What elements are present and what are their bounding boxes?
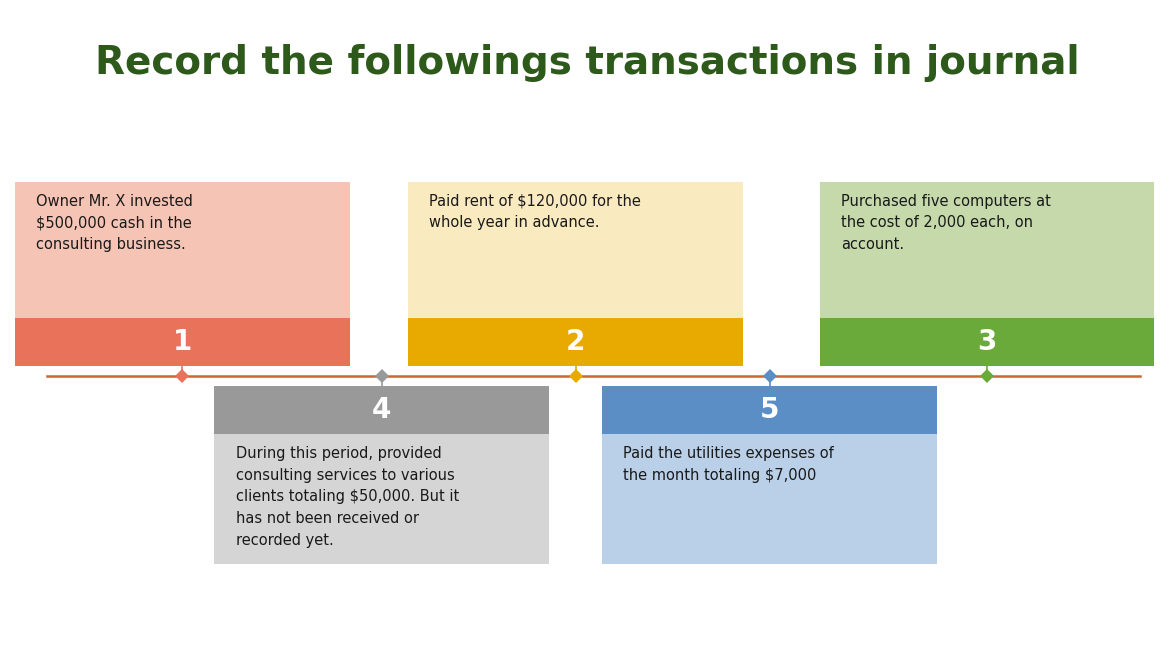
- Text: Owner Mr. X invested
$500,000 cash in the
consulting business.: Owner Mr. X invested $500,000 cash in th…: [36, 194, 193, 252]
- Text: 2: 2: [566, 328, 585, 356]
- Bar: [15, 182, 349, 318]
- Text: 1: 1: [173, 328, 192, 356]
- Bar: [820, 182, 1154, 318]
- Bar: [15, 318, 349, 366]
- Text: During this period, provided
consulting services to various
clients totaling $50: During this period, provided consulting …: [235, 446, 458, 547]
- Text: Purchased five computers at
the cost of 2,000 each, on
account.: Purchased five computers at the cost of …: [841, 194, 1050, 252]
- Bar: [409, 182, 744, 318]
- Bar: [215, 386, 550, 434]
- Text: 5: 5: [760, 396, 779, 424]
- Bar: [603, 434, 938, 564]
- Bar: [215, 434, 550, 564]
- Text: Paid the utilities expenses of
the month totaling $7,000: Paid the utilities expenses of the month…: [624, 446, 834, 483]
- Bar: [820, 318, 1154, 366]
- Text: Record the followings transactions in journal: Record the followings transactions in jo…: [95, 44, 1080, 83]
- Bar: [603, 386, 938, 434]
- Text: 4: 4: [372, 396, 391, 424]
- Text: Paid rent of $120,000 for the
whole year in advance.: Paid rent of $120,000 for the whole year…: [430, 194, 642, 230]
- Bar: [409, 318, 744, 366]
- Text: 3: 3: [978, 328, 996, 356]
